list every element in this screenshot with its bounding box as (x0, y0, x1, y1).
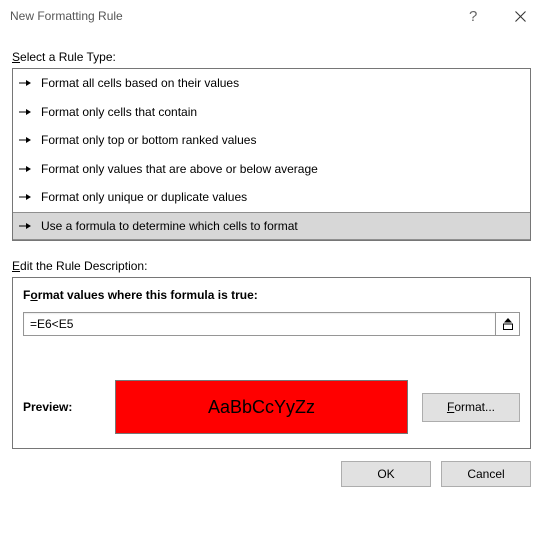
preview-label: Preview: (23, 400, 101, 414)
close-icon[interactable] (497, 0, 543, 32)
rule-type-item-label: Format only top or bottom ranked values (41, 133, 256, 147)
rule-type-item[interactable]: Use a formula to determine which cells t… (13, 212, 530, 241)
arrow-right-icon (19, 108, 35, 116)
formula-row (23, 312, 520, 336)
edit-description-label: Edit the Rule Description: (12, 259, 531, 273)
rule-type-item[interactable]: Format all cells based on their values (13, 69, 530, 98)
rule-type-item-label: Format all cells based on their values (41, 76, 239, 90)
rule-type-item-label: Format only cells that contain (41, 105, 197, 119)
help-icon[interactable]: ? (451, 0, 497, 32)
rule-type-item-label: Format only unique or duplicate values (41, 190, 247, 204)
rule-type-list: Format all cells based on their values Fo… (12, 68, 531, 241)
preview-sample: AaBbCcYyZz (115, 380, 408, 434)
rule-type-item-label: Format only values that are above or bel… (41, 162, 318, 176)
rule-type-item-label: Use a formula to determine which cells t… (41, 219, 298, 233)
arrow-right-icon (19, 136, 35, 144)
arrow-right-icon (19, 222, 35, 230)
rule-type-label: Select a Rule Type: (12, 50, 531, 64)
arrow-right-icon (19, 193, 35, 201)
rule-type-item[interactable]: Format only values that are above or bel… (13, 155, 530, 184)
rule-type-item[interactable]: Format only unique or duplicate values (13, 183, 530, 212)
window-title: New Formatting Rule (10, 9, 451, 23)
rule-type-item[interactable]: Format only cells that contain (13, 98, 530, 127)
dialog-footer: OK Cancel (0, 449, 543, 487)
arrow-right-icon (19, 79, 35, 87)
preview-row: Preview: AaBbCcYyZz Format... (23, 380, 520, 434)
rule-type-item[interactable]: Format only top or bottom ranked values (13, 126, 530, 155)
ok-button[interactable]: OK (341, 461, 431, 487)
formula-label: Format values where this formula is true… (23, 288, 520, 302)
collapse-dialog-icon[interactable] (496, 312, 520, 336)
description-box: Format values where this formula is true… (12, 277, 531, 449)
formula-input[interactable] (23, 312, 496, 336)
arrow-right-icon (19, 165, 35, 173)
dialog-content: Select a Rule Type: Format all cells bas… (0, 32, 543, 449)
window-controls: ? (451, 0, 543, 32)
cancel-button[interactable]: Cancel (441, 461, 531, 487)
preview-sample-text: AaBbCcYyZz (208, 397, 315, 418)
titlebar: New Formatting Rule ? (0, 0, 543, 32)
format-button[interactable]: Format... (422, 393, 520, 422)
svg-text:?: ? (469, 9, 477, 23)
